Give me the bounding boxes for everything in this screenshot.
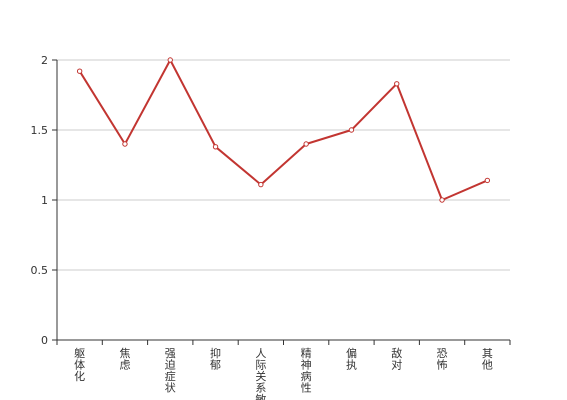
data-point[interactable]: [167, 57, 173, 63]
data-point[interactable]: [258, 181, 264, 188]
x-tick-label: 焦虑: [119, 347, 130, 372]
data-point[interactable]: [439, 197, 445, 203]
series: [76, 57, 491, 203]
data-point[interactable]: [303, 141, 309, 147]
series-line: [78, 59, 488, 201]
data-point[interactable]: [394, 81, 400, 87]
x-tick-label: 强迫症状: [165, 347, 176, 395]
y-tick-label: 1.5: [31, 124, 49, 137]
data-point[interactable]: [212, 144, 219, 150]
y-tick-label: 0.5: [31, 264, 49, 277]
x-tick-label: 敌对: [391, 346, 402, 372]
y-axis-ticks: 0 0.5 1 1.5 2: [31, 54, 57, 347]
x-tick-label: 偏执: [346, 346, 357, 372]
x-tick-label: 抑郁: [210, 346, 221, 372]
x-tick-label: 恐怖: [437, 347, 448, 372]
data-point[interactable]: [76, 68, 83, 74]
x-tick-label: 躯体化: [74, 347, 85, 383]
data-point[interactable]: [484, 177, 491, 184]
y-tick-label: 0: [41, 334, 48, 347]
x-tick-label: 其他: [482, 347, 493, 372]
x-tick-label: 精神病性: [301, 347, 312, 395]
x-tick-label: 人际关系敏感: [255, 347, 266, 400]
x-axis-ticks: 躯体化 焦虑 强迫症状 抑郁 人际关系敏感 精神病性 偏执 敌对 恐怖 其他: [56, 340, 511, 400]
y-tick-label: 1: [41, 194, 48, 207]
y-tick-label: 2: [41, 54, 48, 67]
data-point[interactable]: [348, 127, 355, 133]
data-point[interactable]: [122, 141, 128, 147]
